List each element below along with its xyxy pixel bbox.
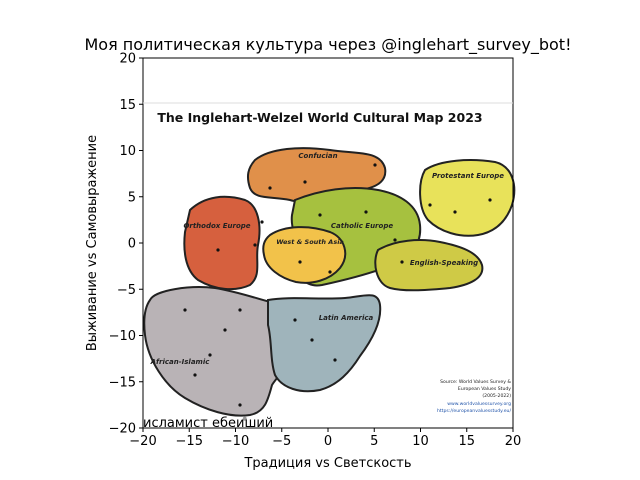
y-axis-label: Выживание vs Самовыражение [85,135,100,351]
x-axis-label: Традиция vs Светскость [243,456,411,471]
x-tick-label: 5 [370,434,378,449]
y-tick-label: 10 [119,144,136,159]
x-tick-label: −20 [129,434,156,449]
data-marks [242,416,247,421]
country-dots [183,163,492,407]
x-tick-label: 15 [458,434,475,449]
region-label-west-south-asia: West & South Asia [276,238,344,246]
y-tick-label: −15 [109,375,136,390]
region-label-confucian: Confucian [298,152,337,160]
region-label-catholic: Catholic Europe [331,222,393,230]
svg-text:Source: World Values Survey &: Source: World Values Survey & [440,379,511,385]
region-english-speaking [374,239,484,292]
y-tick-label: −5 [117,283,136,298]
x-tick-label: 20 [505,434,522,449]
y-tick-label: 0 [128,237,136,252]
x-tick-label: 10 [412,434,429,449]
x-tick-label: −5 [272,434,291,449]
map-title: The Inglehart-Welzel World Cultural Map … [157,110,482,125]
y-axis-ticks: −20 −15 −10 −5 0 5 10 15 20 [109,52,143,437]
region-west-south-asia [262,226,347,284]
region-label-latin-america: Latin America [319,314,374,322]
svg-text:www.worldvaluessurvey.org: www.worldvaluessurvey.org [447,401,511,407]
y-tick-label: −10 [109,329,136,344]
region-protestant-europe [419,159,516,237]
x-tick-label: −15 [176,434,203,449]
x-axis-ticks: −20 −15 −10 −5 0 5 10 15 20 [129,428,521,449]
region-label-protestant: Protestant Europe [432,172,504,180]
region-orthodox-europe [183,195,261,291]
map-source: Source: World Values Survey & European V… [437,379,511,414]
chart-title: Моя политическая культура через @ingleha… [85,35,572,55]
region-label-african-islamic: African-Islamic [150,358,211,366]
x-tick-label: 0 [324,434,332,449]
world-cultural-map-image: The Inglehart-Welzel World Cultural Map … [143,103,516,428]
y-tick-label: 15 [119,98,136,113]
svg-text:(2005-2022): (2005-2022) [482,393,511,399]
y-tick-label: 20 [119,52,136,67]
data-point [242,416,247,421]
region-african-islamic [143,286,303,417]
svg-text:European Values Study: European Values Study [458,386,511,392]
svg-text:https://europeanvaluesstudy.eu: https://europeanvaluesstudy.eu/ [437,408,511,414]
region-label-english-speaking: English-Speaking [410,259,478,267]
point-annotation: исламист ебеиший [143,416,273,431]
y-tick-label: 5 [128,190,136,205]
x-tick-label: −10 [222,434,249,449]
y-tick-label: −20 [109,422,136,437]
region-label-orthodox: Orthodox Europe [183,222,250,230]
